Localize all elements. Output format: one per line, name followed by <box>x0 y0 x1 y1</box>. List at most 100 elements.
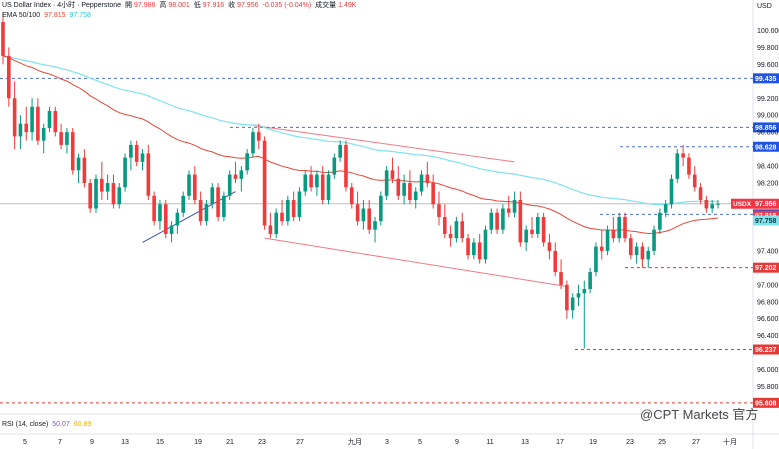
candle[interactable] <box>629 233 633 260</box>
candle-body[interactable] <box>332 157 337 175</box>
candle[interactable] <box>384 166 389 201</box>
candle-body[interactable] <box>524 229 528 243</box>
candle[interactable] <box>419 170 424 196</box>
candle-body[interactable] <box>460 221 465 239</box>
candle-body[interactable] <box>640 246 645 260</box>
candle[interactable] <box>506 195 511 217</box>
candle[interactable] <box>576 284 581 307</box>
candle[interactable] <box>338 140 342 162</box>
candle[interactable] <box>367 200 372 234</box>
candle-body[interactable] <box>576 293 581 298</box>
candle[interactable] <box>442 204 447 239</box>
candle[interactable] <box>472 238 476 260</box>
candle[interactable] <box>599 229 604 260</box>
candle-body[interactable] <box>134 144 139 162</box>
candle[interactable] <box>82 149 87 188</box>
candle[interactable] <box>541 212 546 247</box>
candle[interactable] <box>222 191 226 222</box>
candle-body[interactable] <box>448 233 453 239</box>
candle-body[interactable] <box>47 110 52 128</box>
candle[interactable] <box>698 183 703 205</box>
candle[interactable] <box>344 140 348 192</box>
candle-body[interactable] <box>105 183 110 192</box>
candle[interactable] <box>41 123 46 154</box>
candle-body[interactable] <box>198 200 203 222</box>
candle-body[interactable] <box>384 170 389 196</box>
candle-body[interactable] <box>239 170 244 179</box>
candle-body[interactable] <box>309 174 313 188</box>
candle[interactable] <box>280 200 284 226</box>
candle[interactable] <box>59 123 63 150</box>
candle-body[interactable] <box>379 195 383 222</box>
candle-body[interactable] <box>129 144 133 158</box>
candle-body[interactable] <box>227 174 232 196</box>
candle[interactable] <box>530 216 534 239</box>
candle[interactable] <box>239 166 244 192</box>
candle-body[interactable] <box>315 174 319 188</box>
candle[interactable] <box>611 216 616 243</box>
candle[interactable] <box>216 183 220 222</box>
candle[interactable] <box>349 183 354 209</box>
candle[interactable] <box>18 115 23 150</box>
candle-body[interactable] <box>419 174 424 192</box>
candle[interactable] <box>582 280 587 349</box>
candle-body[interactable] <box>100 178 104 192</box>
candle[interactable] <box>30 98 34 141</box>
candle-body[interactable] <box>326 174 331 201</box>
candle-body[interactable] <box>477 242 482 260</box>
candle[interactable] <box>396 166 401 201</box>
candle-body[interactable] <box>599 246 604 251</box>
candle-body[interactable] <box>454 221 459 239</box>
candle-body[interactable] <box>297 191 302 217</box>
candle-body[interactable] <box>140 153 145 162</box>
candle-body[interactable] <box>413 191 418 201</box>
candle-body[interactable] <box>594 246 598 273</box>
candle[interactable] <box>431 174 435 209</box>
candle[interactable] <box>524 225 528 251</box>
candle[interactable] <box>623 212 627 243</box>
candle[interactable] <box>466 233 470 260</box>
candle[interactable] <box>227 170 232 201</box>
candle-body[interactable] <box>425 174 430 184</box>
candle[interactable] <box>123 153 127 192</box>
candle[interactable] <box>646 246 651 268</box>
candle-body[interactable] <box>76 157 81 171</box>
candle[interactable] <box>425 161 430 188</box>
candle-body[interactable] <box>344 144 348 188</box>
candle-body[interactable] <box>547 242 552 251</box>
candle[interactable] <box>605 225 610 256</box>
candle-body[interactable] <box>193 174 197 201</box>
candle-body[interactable] <box>501 208 505 230</box>
candle[interactable] <box>251 127 255 158</box>
candle[interactable] <box>105 174 110 201</box>
candle[interactable] <box>663 200 668 217</box>
candle[interactable] <box>146 144 151 201</box>
candle-body[interactable] <box>70 132 75 171</box>
candle[interactable] <box>675 149 680 184</box>
candle[interactable] <box>518 191 523 247</box>
candle[interactable] <box>437 191 441 226</box>
candle[interactable] <box>634 242 639 264</box>
candle[interactable] <box>692 166 697 192</box>
candle-body[interactable] <box>12 98 17 137</box>
candle[interactable] <box>94 174 98 213</box>
candle-body[interactable] <box>117 187 122 205</box>
candle-body[interactable] <box>611 229 616 239</box>
candle-body[interactable] <box>175 212 180 226</box>
candle-body[interactable] <box>181 195 186 213</box>
candle-body[interactable] <box>518 200 523 243</box>
candle[interactable] <box>47 106 52 133</box>
candle-body[interactable] <box>65 132 69 145</box>
candle-body[interactable] <box>402 183 406 196</box>
candle-body[interactable] <box>53 110 58 133</box>
candle[interactable] <box>390 157 395 184</box>
candle-body[interactable] <box>163 204 168 234</box>
candle-body[interactable] <box>24 123 29 133</box>
candle-body[interactable] <box>495 212 499 230</box>
candle[interactable] <box>687 153 691 179</box>
candle-body[interactable] <box>94 178 98 209</box>
candle-body[interactable] <box>251 132 255 154</box>
candle-body[interactable] <box>7 55 11 99</box>
candle-body[interactable] <box>1 21 5 56</box>
candle-body[interactable] <box>373 221 377 230</box>
